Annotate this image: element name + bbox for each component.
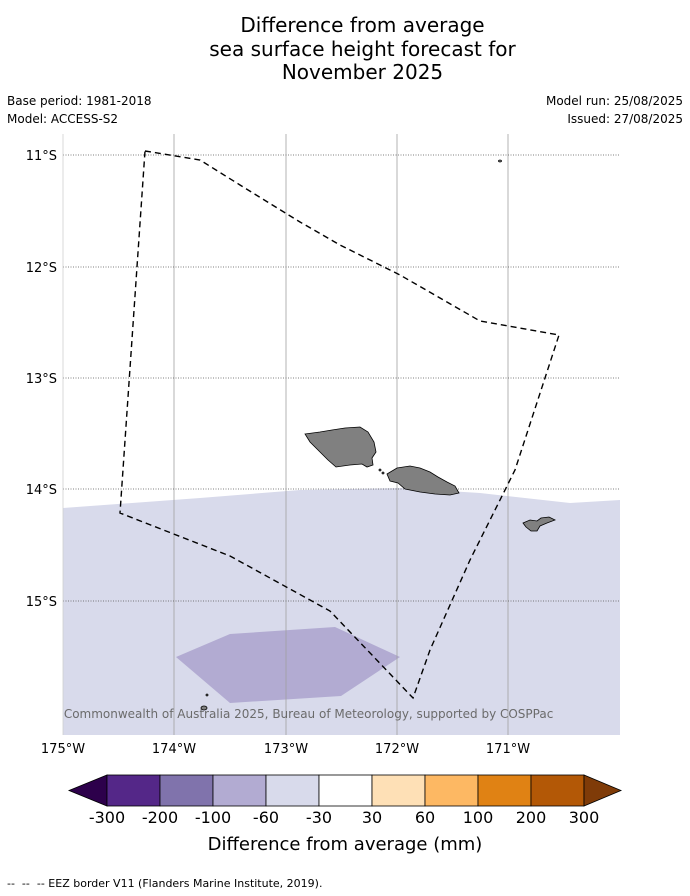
colorbar-tick: -60 — [253, 808, 279, 827]
colorbar-segment-2 — [159, 774, 214, 807]
longitude-labels: 175°W 174°W 173°W 172°W 171°W — [41, 742, 530, 757]
colorbar-max-arrow — [583, 774, 623, 807]
colorbar-segment-8 — [477, 774, 532, 807]
colorbar-tick: -100 — [195, 808, 231, 827]
issued-date: Issued: 27/08/2025 — [567, 112, 683, 126]
lat-label-14s: 14°S — [26, 483, 57, 498]
parallels — [63, 154, 620, 602]
islet-south — [200, 705, 208, 711]
colorbar-segment-9 — [530, 774, 585, 807]
colorbar-tick: 200 — [516, 808, 547, 827]
colorbar-segment-3 — [212, 774, 267, 807]
colorbar-tick: 100 — [463, 808, 494, 827]
colorbar-segment-7 — [424, 774, 479, 807]
lat-label-13s: 13°S — [26, 372, 57, 387]
latitude-labels: 11°S 12°S 13°S 14°S 15°S — [26, 149, 57, 610]
lon-label-171w: 171°W — [486, 742, 530, 757]
colorbar-tick: 30 — [362, 808, 382, 827]
lat-label-12s: 12°S — [26, 261, 57, 276]
colorbar-tick: -200 — [142, 808, 178, 827]
colorbar-segment-4 — [265, 774, 320, 807]
colorbar-segment-1 — [106, 774, 161, 807]
lon-label-172w: 172°W — [375, 742, 419, 757]
colorbar-tick: 300 — [569, 808, 600, 827]
colorbar-min-arrow — [67, 774, 108, 807]
lon-label-175w: 175°W — [41, 742, 85, 757]
eez-border — [119, 150, 560, 700]
model-name: Model: ACCESS-S2 — [7, 112, 119, 126]
eez-footnote: -- -- -- EEZ border V11 (Flanders Marine… — [7, 877, 323, 890]
island-upolu — [386, 465, 460, 496]
lat-label-11s: 11°S — [26, 149, 57, 164]
colorbar-label: Difference from average (mm) — [208, 834, 483, 855]
lon-label-173w: 173°W — [264, 742, 308, 757]
lat-label-15s: 15°S — [26, 595, 57, 610]
map-figure: © Commonwealth of Australia 2025, Bureau… — [26, 134, 623, 855]
lon-label-174w: 174°W — [152, 742, 196, 757]
plot-area: © Commonwealth of Australia 2025, Bureau… — [48, 134, 620, 735]
colorbar-tick: -30 — [306, 808, 332, 827]
colorbar-segment-6 — [371, 774, 426, 807]
island-tutuila — [522, 516, 556, 532]
colorbar: -300 -200 -100 -60 -30 30 60 100 200 300… — [67, 774, 623, 855]
model-run: Model run: 25/08/2025 — [545, 94, 683, 108]
copyright-notice: © Commonwealth of Australia 2025, Bureau… — [48, 707, 553, 721]
colorbar-tick: 60 — [415, 808, 435, 827]
gridlines — [173, 134, 509, 735]
colorbar-tick: -300 — [89, 808, 125, 827]
islet-manono — [381, 471, 385, 475]
land — [200, 159, 556, 711]
colorbar-segment-5 — [318, 774, 373, 807]
colorbar-ticks: -300 -200 -100 -60 -30 30 60 100 200 300 — [89, 808, 599, 827]
island-savaii — [304, 426, 377, 468]
islet-east — [205, 693, 209, 697]
anomaly-region-minus-60-100 — [176, 627, 400, 703]
base-period: Base period: 1981-2018 — [7, 94, 152, 108]
islet-apolima — [378, 468, 382, 472]
islet-north — [498, 159, 502, 163]
map-title: Difference from average sea surface heig… — [209, 13, 516, 84]
